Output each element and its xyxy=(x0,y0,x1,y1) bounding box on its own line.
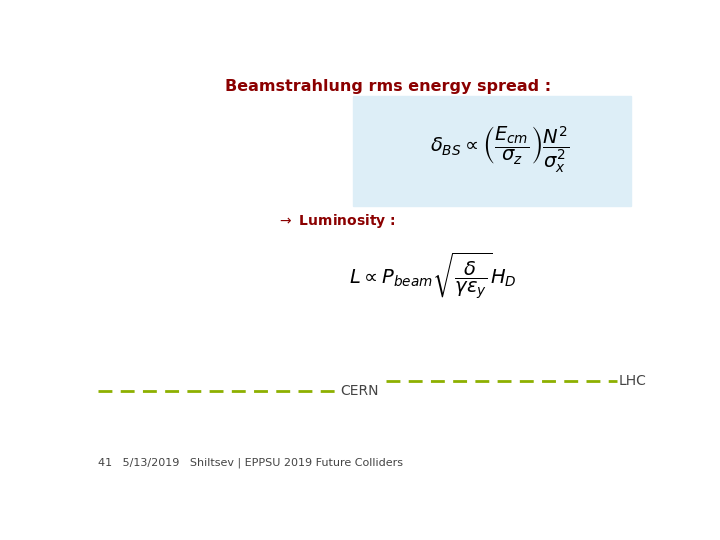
FancyBboxPatch shape xyxy=(354,96,631,206)
Text: $\rightarrow$ Luminosity :: $\rightarrow$ Luminosity : xyxy=(277,212,396,230)
Text: 41   5/13/2019   Shiltsev | EPPSU 2019 Future Colliders: 41 5/13/2019 Shiltsev | EPPSU 2019 Futur… xyxy=(99,457,403,468)
Text: $\delta_{BS} \propto \left( \dfrac{E_{cm}}{\sigma_z} \right) \dfrac{N^2}{\sigma_: $\delta_{BS} \propto \left( \dfrac{E_{cm… xyxy=(431,125,570,176)
Text: Beamstrahlung rms energy spread :: Beamstrahlung rms energy spread : xyxy=(225,79,552,94)
Text: $L \propto P_{beam}\sqrt{\dfrac{\delta}{\gamma\varepsilon_y}} H_D$: $L \propto P_{beam}\sqrt{\dfrac{\delta}{… xyxy=(349,251,517,302)
Text: LHC: LHC xyxy=(619,374,647,388)
Text: CERN: CERN xyxy=(340,384,379,398)
